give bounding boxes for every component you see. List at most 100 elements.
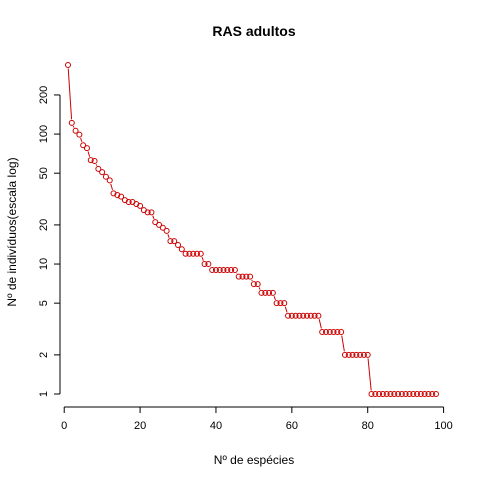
data-point bbox=[171, 238, 178, 245]
data-point bbox=[353, 351, 360, 358]
data-point bbox=[68, 119, 75, 126]
series-line-segment bbox=[95, 164, 98, 166]
data-point bbox=[65, 62, 71, 68]
data-point bbox=[292, 312, 299, 319]
data-point bbox=[307, 312, 314, 319]
series-line-segment bbox=[318, 319, 322, 329]
data-point bbox=[368, 391, 375, 397]
y-tick-label: 20 bbox=[38, 219, 50, 231]
data-point bbox=[349, 351, 356, 358]
series-line-segment bbox=[67, 68, 73, 120]
data-point bbox=[118, 193, 125, 200]
data-point bbox=[288, 312, 295, 319]
data-point bbox=[83, 145, 90, 152]
x-axis: 0 20 40 60 80 100 bbox=[61, 406, 453, 432]
data-point bbox=[228, 266, 235, 273]
data-point bbox=[341, 351, 348, 358]
data-point bbox=[391, 391, 398, 397]
data-point bbox=[414, 391, 421, 397]
data-point bbox=[360, 351, 367, 358]
data-point bbox=[144, 209, 151, 216]
series-line-segment bbox=[258, 287, 261, 290]
y-tick-label: 5 bbox=[38, 300, 50, 306]
data-point bbox=[148, 209, 155, 216]
series-line-segment bbox=[284, 306, 288, 313]
series-line-segment bbox=[341, 335, 345, 352]
data-point bbox=[91, 158, 98, 165]
series-points bbox=[65, 62, 439, 397]
series-line-segment bbox=[273, 296, 276, 300]
series-line-segment bbox=[251, 279, 253, 282]
data-point bbox=[178, 246, 185, 253]
data-point bbox=[330, 328, 337, 335]
data-point bbox=[410, 391, 417, 397]
data-point bbox=[304, 312, 311, 319]
data-point bbox=[156, 221, 163, 228]
x-tick-label: 20 bbox=[134, 420, 146, 432]
data-point bbox=[254, 281, 261, 288]
data-point bbox=[247, 273, 254, 280]
data-point bbox=[281, 300, 288, 307]
data-point bbox=[421, 391, 428, 397]
data-point bbox=[209, 266, 216, 273]
data-point bbox=[220, 266, 227, 273]
data-point bbox=[235, 273, 242, 280]
data-point bbox=[417, 391, 424, 397]
data-point bbox=[334, 328, 341, 335]
data-point bbox=[326, 328, 333, 335]
data-point bbox=[387, 391, 394, 397]
data-point bbox=[72, 127, 79, 134]
data-point bbox=[186, 250, 193, 257]
x-tick-label: 0 bbox=[61, 420, 67, 432]
data-point bbox=[258, 289, 265, 296]
data-point bbox=[76, 131, 83, 138]
data-point bbox=[231, 266, 238, 273]
series-line-segment bbox=[367, 358, 372, 391]
y-tick-label: 1 bbox=[38, 391, 50, 397]
y-tick-label: 50 bbox=[38, 167, 50, 179]
data-point bbox=[433, 391, 439, 397]
data-point bbox=[175, 242, 182, 249]
series-line-segment bbox=[87, 151, 91, 157]
data-point bbox=[364, 351, 371, 358]
data-point bbox=[102, 173, 109, 180]
data-point bbox=[262, 289, 269, 296]
data-point bbox=[277, 300, 284, 307]
series-line-segment bbox=[110, 183, 113, 191]
y-tick-label: 2 bbox=[38, 352, 50, 358]
series-line-segment bbox=[80, 137, 83, 143]
data-point bbox=[87, 157, 94, 164]
data-point bbox=[205, 261, 212, 268]
data-point bbox=[429, 391, 436, 397]
x-tick-label: 80 bbox=[362, 420, 374, 432]
data-point bbox=[266, 289, 273, 296]
data-point bbox=[322, 328, 329, 335]
x-axis-label: Nº de espécies bbox=[214, 453, 294, 467]
data-point bbox=[137, 202, 144, 209]
y-tick-label: 200 bbox=[38, 86, 50, 104]
data-point bbox=[273, 300, 280, 307]
data-point bbox=[319, 328, 326, 335]
y-tick-label: 100 bbox=[38, 125, 50, 143]
data-point bbox=[311, 312, 318, 319]
data-point bbox=[345, 351, 352, 358]
y-axis-label: Nº de indivíduos(escala log) bbox=[5, 157, 19, 306]
data-point bbox=[224, 266, 231, 273]
data-point bbox=[398, 391, 405, 397]
data-point bbox=[216, 266, 223, 273]
data-point bbox=[167, 238, 174, 245]
data-point bbox=[193, 250, 200, 257]
data-point bbox=[152, 219, 159, 226]
y-axis: 1 2 5 10 20 50 100 200 bbox=[38, 86, 61, 397]
data-point bbox=[285, 312, 292, 319]
y-tick-label: 10 bbox=[38, 258, 50, 270]
data-point bbox=[372, 391, 379, 397]
data-point bbox=[190, 250, 197, 257]
data-point bbox=[125, 199, 132, 206]
data-point bbox=[402, 391, 409, 397]
data-point bbox=[99, 169, 106, 176]
data-point bbox=[338, 328, 345, 335]
data-point bbox=[357, 351, 364, 358]
